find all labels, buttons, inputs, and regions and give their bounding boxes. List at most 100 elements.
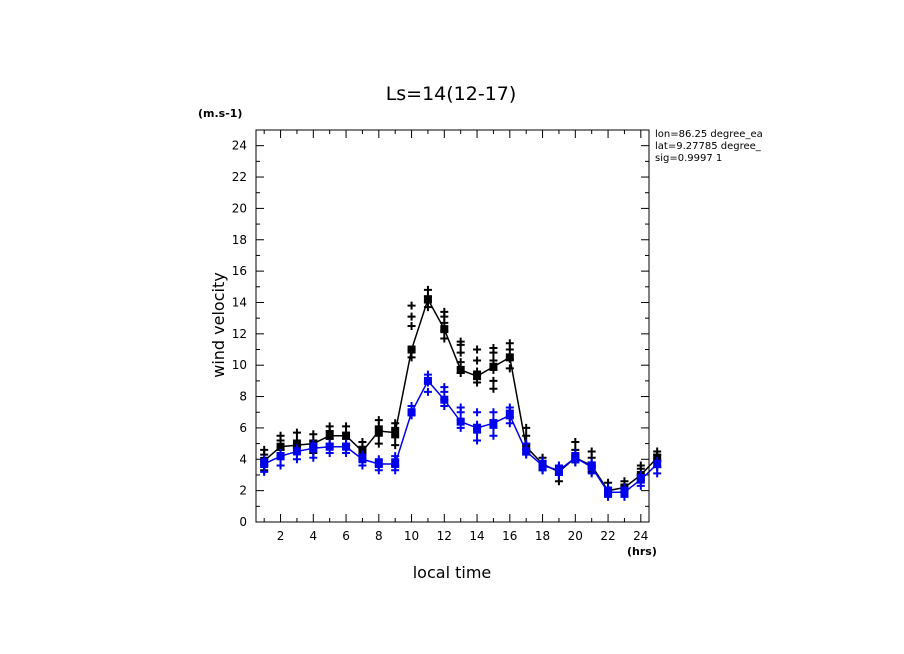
mean-marker <box>423 295 432 304</box>
spread-point <box>440 383 449 392</box>
spread-point <box>407 353 416 362</box>
spread-point <box>325 422 334 431</box>
mean-marker <box>571 453 580 462</box>
spread-point <box>505 403 514 412</box>
spread-point <box>276 431 285 440</box>
mean-marker <box>604 488 613 497</box>
spread-point <box>587 447 596 456</box>
mean-marker <box>440 395 449 404</box>
plot-frame <box>255 129 650 523</box>
spread-point <box>407 322 416 330</box>
mean-marker <box>342 431 351 440</box>
mean-marker <box>522 447 531 456</box>
spread-point <box>358 438 367 447</box>
spread-point <box>505 339 514 348</box>
spread-point <box>260 445 269 454</box>
info-line: lon=86.25 degree_ea <box>655 129 763 140</box>
spread-point <box>374 416 383 425</box>
spread-point <box>489 408 498 417</box>
mean-marker <box>391 459 400 468</box>
mean-marker <box>505 353 514 362</box>
spread-point <box>456 337 465 346</box>
x-tick-label: 14 <box>469 529 484 543</box>
mean-marker <box>554 466 563 475</box>
y-tick-label: 0 <box>239 515 247 529</box>
mean-marker <box>358 455 367 464</box>
spread-point <box>391 441 400 450</box>
spread-point <box>440 334 449 343</box>
mean-marker <box>325 431 334 440</box>
y-tick-label: 22 <box>232 170 247 184</box>
y-tick-label: 6 <box>239 421 247 435</box>
spread-point <box>522 423 531 432</box>
spread-point <box>473 408 482 417</box>
y-tick-label: 14 <box>232 295 247 309</box>
mean-marker <box>423 376 432 385</box>
y-tick-label: 16 <box>232 264 247 278</box>
mean-marker <box>473 423 482 432</box>
mean-marker <box>653 459 662 468</box>
x-tick-label: 20 <box>568 529 583 543</box>
spread-point <box>522 439 531 448</box>
spread-point <box>423 285 432 294</box>
y-tick-label: 8 <box>239 390 247 404</box>
mean-marker <box>374 427 383 436</box>
spread-point <box>489 376 498 385</box>
mean-marker <box>587 463 596 472</box>
spread-point <box>473 345 482 354</box>
x-tick-label: 8 <box>375 529 383 543</box>
y-tick-label: 20 <box>232 201 247 215</box>
spread-point <box>292 428 301 437</box>
spread-point <box>456 403 465 412</box>
y-tick-label: 18 <box>232 233 247 247</box>
mean-marker <box>374 459 383 468</box>
x-tick-label: 24 <box>633 529 648 543</box>
mean-marker <box>342 442 351 451</box>
series-1 <box>260 285 662 500</box>
y-tick-label: 2 <box>239 484 247 498</box>
mean-marker <box>505 411 514 420</box>
mean-marker <box>276 442 285 451</box>
spread-point <box>571 438 580 447</box>
mean-marker <box>276 452 285 461</box>
mean-marker <box>620 488 629 497</box>
spread-point <box>489 431 498 440</box>
x-unit-label: (hrs) <box>627 545 657 558</box>
spread-point <box>473 436 482 445</box>
mean-marker <box>440 325 449 334</box>
series-line <box>263 297 658 492</box>
y-tick-label: 4 <box>239 452 247 466</box>
spread-point <box>374 439 383 448</box>
mean-marker <box>325 442 334 451</box>
spread-point <box>391 419 400 428</box>
y-tick-label: 12 <box>232 327 247 341</box>
series-layer <box>260 285 662 501</box>
mean-marker <box>260 459 269 468</box>
mean-marker <box>309 444 318 453</box>
mean-marker <box>489 419 498 428</box>
mean-marker <box>489 362 498 371</box>
y-unit-label: (m.s-1) <box>198 107 242 120</box>
spread-point <box>423 387 432 396</box>
spread-point <box>407 301 416 310</box>
spread-point <box>342 422 351 431</box>
x-tick-label: 2 <box>277 529 285 543</box>
mean-marker <box>636 475 645 484</box>
mean-marker <box>407 345 416 354</box>
y-tick-label: 24 <box>232 139 247 153</box>
spread-point <box>489 384 498 393</box>
x-tick-label: 10 <box>404 529 419 543</box>
x-tick-label: 18 <box>535 529 550 543</box>
series-2 <box>260 370 662 501</box>
info-line: sig=0.9997 1 <box>655 153 722 164</box>
mean-marker <box>538 461 547 470</box>
spread-point <box>440 307 449 316</box>
mean-marker <box>456 365 465 374</box>
mean-marker <box>407 408 416 417</box>
spread-point <box>636 461 645 470</box>
spread-point <box>489 343 498 352</box>
y-axis-label: wind velocity <box>209 272 228 377</box>
